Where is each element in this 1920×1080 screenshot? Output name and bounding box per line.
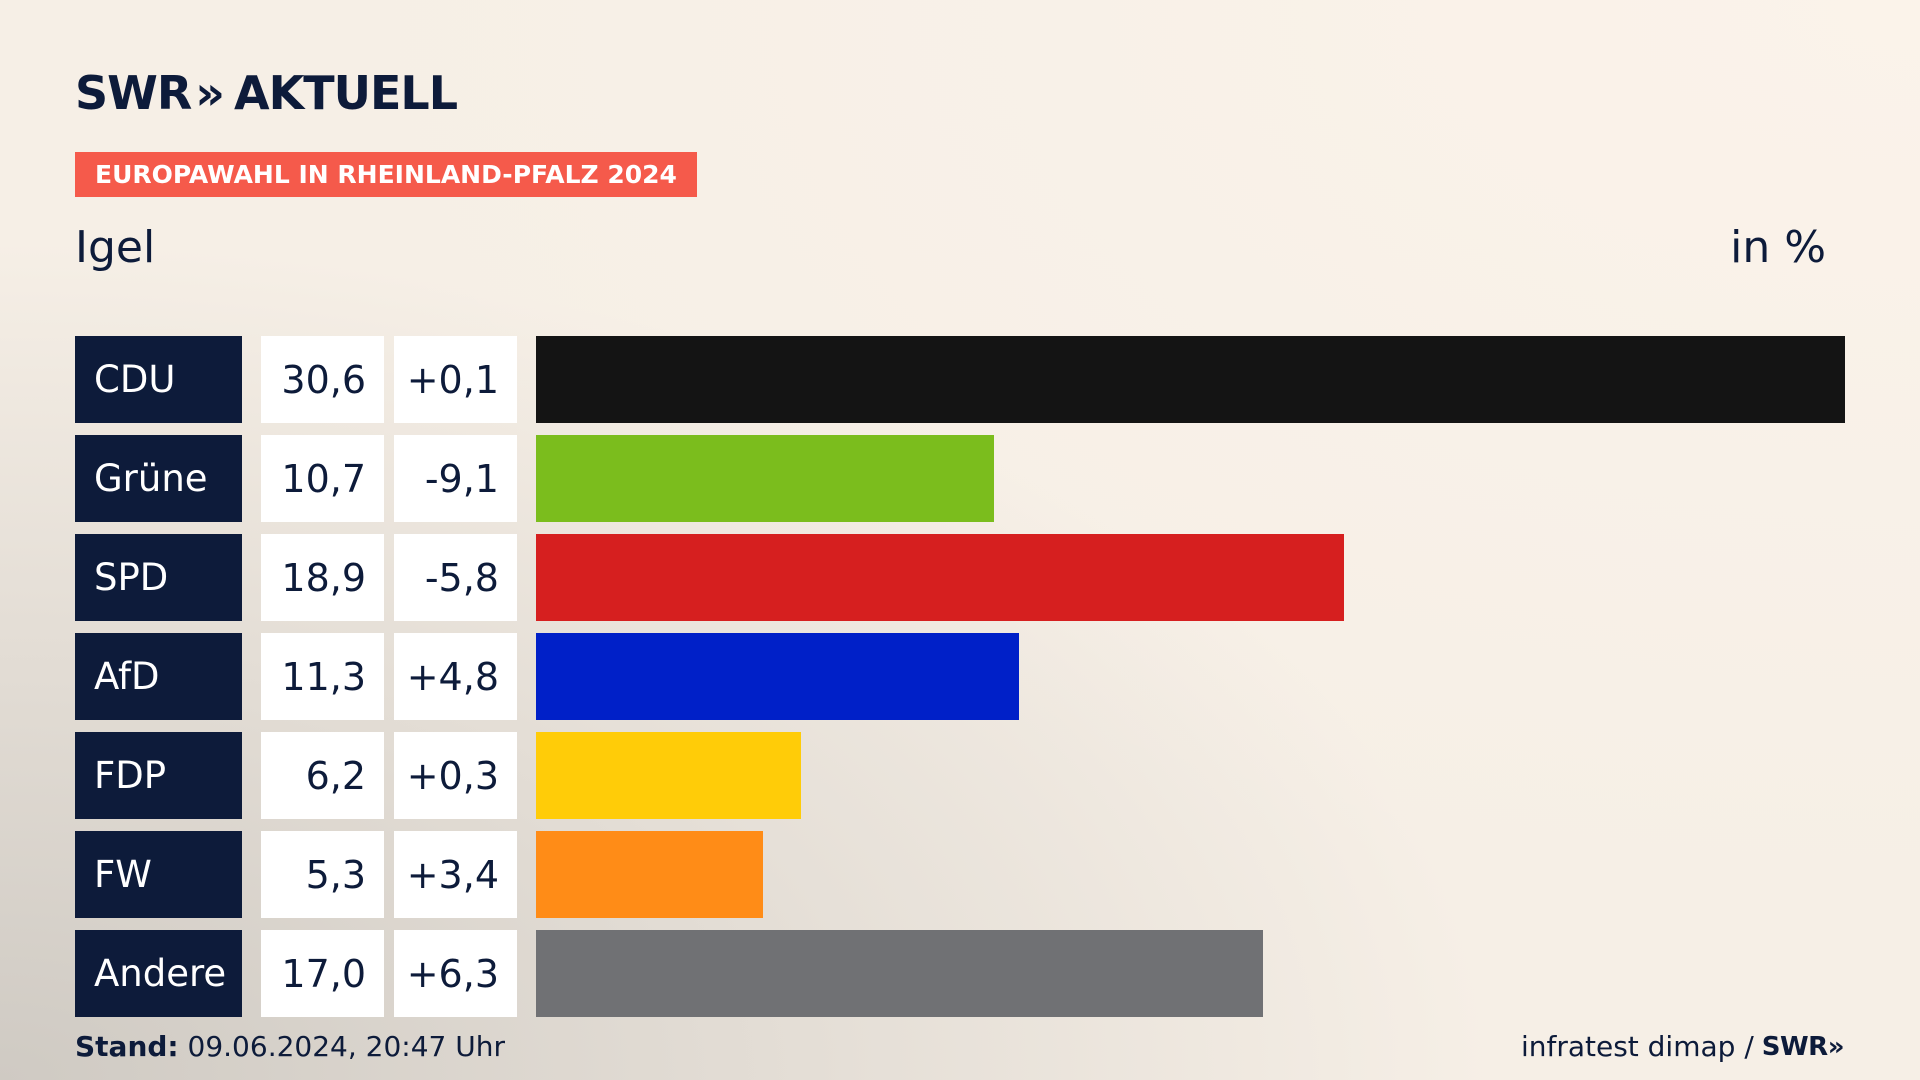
result-row: FW 5,3 +3,4: [75, 831, 1845, 918]
party-label: CDU: [75, 336, 242, 423]
vote-change-value: +3,4: [394, 831, 517, 918]
result-row: AfD 11,3 +4,8: [75, 633, 1845, 720]
stand-label: Stand:: [75, 1030, 179, 1063]
timestamp: Stand: 09.06.2024, 20:47 Uhr: [75, 1030, 505, 1063]
swr-aktuell-logo: SWR » AKTUELL: [75, 66, 458, 120]
vote-change-value: +6,3: [394, 930, 517, 1017]
vote-share-bar: [536, 732, 801, 819]
source-text: infratest dimap /: [1520, 1030, 1754, 1063]
election-badge: EUROPAWAHL IN RHEINLAND-PFALZ 2024: [75, 152, 697, 197]
vote-share-value: 18,9: [261, 534, 384, 621]
party-label: Andere: [75, 930, 242, 1017]
vote-share-bar: [536, 831, 763, 918]
vote-share-bar: [536, 930, 1263, 1017]
vote-change-value: +4,8: [394, 633, 517, 720]
vote-share-value: 11,3: [261, 633, 384, 720]
party-label: Grüne: [75, 435, 242, 522]
logo-chevrons: »: [195, 66, 225, 120]
vote-share-value: 6,2: [261, 732, 384, 819]
source-credit: infratest dimap / SWR»: [1520, 1030, 1845, 1063]
party-label: FW: [75, 831, 242, 918]
vote-share-bar: [536, 534, 1344, 621]
vote-change-value: -9,1: [394, 435, 517, 522]
vote-share-bar: [536, 336, 1845, 423]
region-title: Igel: [75, 222, 156, 273]
party-label: FDP: [75, 732, 242, 819]
result-row: Andere 17,0 +6,3: [75, 930, 1845, 1017]
result-row: SPD 18,9 -5,8: [75, 534, 1845, 621]
stand-value: 09.06.2024, 20:47 Uhr: [187, 1030, 505, 1063]
vote-share-value: 10,7: [261, 435, 384, 522]
vote-share-value: 17,0: [261, 930, 384, 1017]
result-row: FDP 6,2 +0,3: [75, 732, 1845, 819]
vote-share-value: 30,6: [261, 336, 384, 423]
result-row: CDU 30,6 +0,1: [75, 336, 1845, 423]
vote-share-value: 5,3: [261, 831, 384, 918]
vote-share-bar: [536, 435, 994, 522]
logo-subtitle: AKTUELL: [234, 66, 458, 120]
vote-change-value: -5,8: [394, 534, 517, 621]
party-label: AfD: [75, 633, 242, 720]
result-row: Grüne 10,7 -9,1: [75, 435, 1845, 522]
vote-change-value: +0,1: [394, 336, 517, 423]
party-label: SPD: [75, 534, 242, 621]
vote-change-value: +0,3: [394, 732, 517, 819]
swr-mini-logo: SWR»: [1761, 1031, 1845, 1062]
logo-text: SWR: [75, 66, 192, 120]
unit-label: in %: [1730, 222, 1826, 273]
vote-share-bar: [536, 633, 1019, 720]
